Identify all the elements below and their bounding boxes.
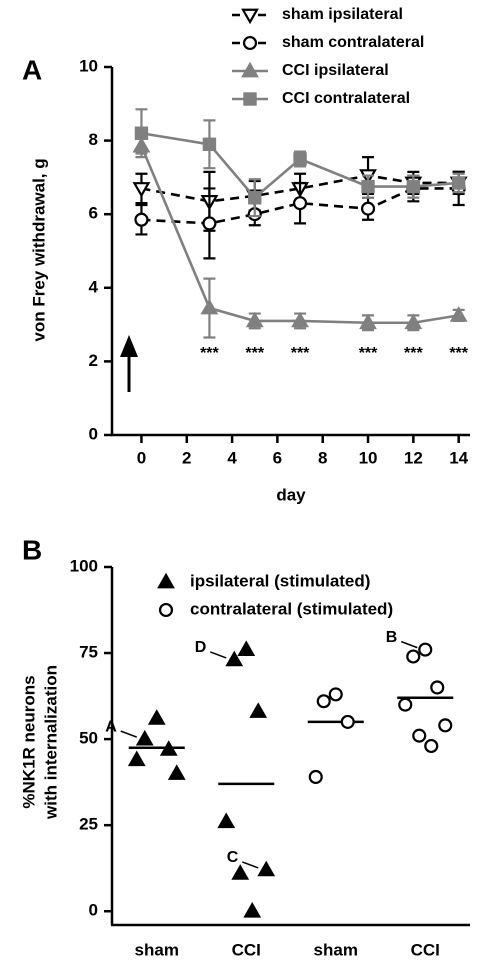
marker xyxy=(243,902,262,918)
y-tick-label: 6 xyxy=(89,204,98,223)
marker xyxy=(293,196,308,211)
marker xyxy=(438,718,453,733)
y-tick-label: 75 xyxy=(79,643,98,662)
marker xyxy=(451,176,466,190)
marker xyxy=(430,680,445,695)
marker xyxy=(241,8,259,25)
marker xyxy=(418,642,433,657)
marker xyxy=(217,812,236,829)
x-tick-label: 0 xyxy=(137,448,146,467)
marker xyxy=(242,35,258,51)
marker xyxy=(291,311,309,328)
significance-label: *** xyxy=(200,345,219,362)
y-axis-label: with internalization xyxy=(41,665,60,820)
y-tick-label: 50 xyxy=(79,729,98,748)
significance-label: *** xyxy=(291,345,310,362)
y-tick-label: 25 xyxy=(79,815,98,834)
legend-label: sham contralateral xyxy=(282,34,424,51)
marker xyxy=(241,61,259,78)
label-pointer xyxy=(400,640,418,649)
point-label: C xyxy=(227,849,239,866)
y-tick-label: 100 xyxy=(70,556,98,575)
y-axis-label: %NK1R neurons xyxy=(19,675,38,808)
x-tick-label: sham xyxy=(135,940,179,959)
marker xyxy=(231,864,250,880)
marker xyxy=(359,313,377,330)
marker xyxy=(412,728,427,743)
point-label: D xyxy=(195,639,207,656)
marker xyxy=(237,640,256,656)
y-tick-label: 0 xyxy=(89,901,98,920)
marker xyxy=(424,738,439,754)
marker xyxy=(406,649,421,664)
y-tick-label: 8 xyxy=(89,130,98,149)
marker xyxy=(157,572,175,589)
marker xyxy=(245,311,264,328)
legend-label: CCI contralateral xyxy=(282,90,410,107)
y-axis-label: von Frey withdrawal, g xyxy=(29,158,48,341)
marker xyxy=(406,179,421,194)
x-tick-label: 6 xyxy=(273,448,282,467)
marker xyxy=(202,216,217,231)
x-tick-label: 12 xyxy=(404,448,423,467)
marker xyxy=(127,750,146,767)
label-pointer xyxy=(120,730,138,738)
marker xyxy=(202,137,217,151)
x-tick-label: 8 xyxy=(318,448,327,467)
marker xyxy=(167,764,186,780)
panel-label: A xyxy=(22,54,42,85)
marker xyxy=(340,714,355,729)
marker xyxy=(404,313,423,330)
legend-label: contralateral (stimulated) xyxy=(190,599,393,618)
marker xyxy=(360,201,376,216)
x-tick-label: 2 xyxy=(182,448,191,467)
marker xyxy=(398,697,413,712)
y-tick-label: 10 xyxy=(79,56,98,75)
y-tick-label: 2 xyxy=(89,351,98,370)
marker xyxy=(361,179,375,194)
arrow-head xyxy=(120,335,138,357)
marker xyxy=(293,152,307,166)
x-axis-label: day xyxy=(276,485,306,504)
significance-label: *** xyxy=(404,345,423,362)
legend-label: sham ipsilateral xyxy=(282,6,403,23)
marker xyxy=(449,306,468,322)
marker xyxy=(135,729,154,746)
legend-label: ipsilateral (stimulated) xyxy=(190,571,370,590)
marker xyxy=(308,769,323,785)
y-tick-label: 4 xyxy=(89,277,99,296)
panel-label: B xyxy=(22,534,42,565)
marker xyxy=(132,182,151,198)
marker xyxy=(257,860,276,877)
x-tick-label: 4 xyxy=(227,448,237,467)
x-tick-label: CCI xyxy=(232,940,261,959)
marker xyxy=(316,694,331,709)
x-tick-label: CCI xyxy=(411,940,440,959)
significance-label: *** xyxy=(245,345,264,362)
marker xyxy=(134,126,149,140)
marker xyxy=(159,740,178,756)
x-tick-label: 10 xyxy=(359,448,378,467)
significance-label: *** xyxy=(449,345,468,362)
marker xyxy=(328,687,343,702)
marker xyxy=(243,92,257,106)
label-pointer xyxy=(209,651,227,659)
marker xyxy=(248,190,262,205)
marker xyxy=(249,702,268,718)
marker xyxy=(158,602,174,618)
legend-label: CCI ipsilateral xyxy=(282,62,389,79)
significance-label: *** xyxy=(359,345,378,362)
point-label: B xyxy=(386,629,398,646)
marker xyxy=(225,650,244,667)
marker xyxy=(200,298,219,315)
label-pointer xyxy=(241,861,259,869)
y-tick-label: 0 xyxy=(89,424,98,443)
x-tick-label: sham xyxy=(314,940,358,959)
x-tick-label: 14 xyxy=(449,448,468,467)
marker xyxy=(134,212,149,227)
marker xyxy=(147,709,166,725)
point-label: A xyxy=(105,718,117,735)
